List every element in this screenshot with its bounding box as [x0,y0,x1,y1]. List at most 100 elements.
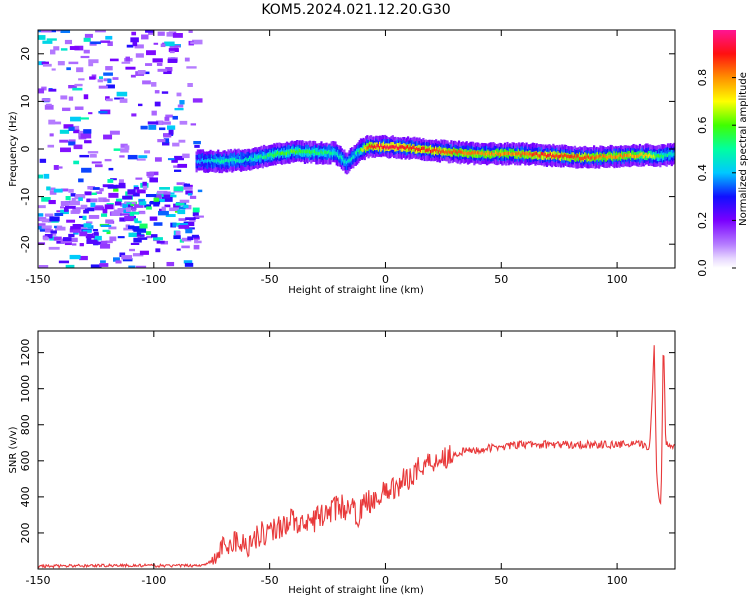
spectrogram-cell [493,153,496,157]
spectrogram-cell [399,145,402,149]
spectrogram-cell [638,153,642,157]
spectrogram-cell [187,83,193,87]
spectrogram-cell [353,155,356,159]
spectrogram-cell [197,189,203,193]
spectrogram-cell [508,151,512,155]
spectrogram-cell [70,193,76,197]
spectrogram-cell [38,265,49,268]
spectrogram-cell [53,188,63,193]
spectrogram-cell [359,147,363,152]
spectrogram-cell [58,260,70,264]
spectrogram-cell [110,178,117,181]
spectrogram-cell [517,151,521,155]
spectrogram-cell [172,115,178,120]
spectrogram-cell [174,107,184,111]
spectrogram-cell [119,217,126,222]
spectrogram-cell [83,49,90,54]
spectrogram-cell [142,181,147,187]
spectrogram-cell [88,59,99,64]
spectrogram-cell [196,160,199,164]
y-tick-label: 1000 [19,375,32,403]
spectrogram-cell [386,145,389,149]
spectrogram-cell [130,37,139,43]
x-tick-label: -50 [261,273,279,286]
spectrogram-cell [187,193,193,196]
spectrogram-cell [136,189,146,194]
spectrogram-cell [549,152,552,156]
spectrogram-cell [95,191,103,195]
spectrogram-cell [609,154,612,158]
spectrogram-cell [254,155,257,159]
spectrogram-cell [629,152,633,157]
spectrogram-cell [83,129,92,134]
snr-series-line [38,345,675,569]
chart-title: KOM5.2024.021.12.20.G30 [261,2,450,18]
colorbar: 0.0 0.2 0.4 0.6 0.8 Normalized spectral ampl… [696,30,749,277]
spectrogram-cell [79,117,89,120]
spectrogram-cell [590,156,593,160]
spectrogram-cell [149,216,158,221]
spectrogram-cell [44,104,54,110]
spectrogram-cell [540,151,543,156]
spectrogram-cell [586,154,589,158]
spectrogram-cell [357,148,360,153]
spectrogram-cell [257,155,261,159]
spectrogram-cell [53,236,62,241]
spectrogram-cell [530,153,533,157]
spectrogram-cell [154,157,162,162]
spectrogram-cell [515,151,518,156]
spectrogram-cell [194,239,199,244]
spectrogram-cell [172,142,180,147]
spectrogram-cell [413,145,416,149]
spectrogram-cell [663,154,666,158]
spectrogram-cell [176,182,185,185]
spectrogram-cell [238,155,242,164]
spectrogram-cell [538,154,541,158]
spectrogram-cell [116,91,128,97]
spectrogram-cell [519,152,522,156]
spectrogram-cell [193,216,200,219]
spectrogram-cell [310,150,313,155]
spectrogram-cell [243,158,247,162]
spectrogram-cell [277,150,280,155]
spectrogram-cell [190,123,197,126]
spectrogram-cell [482,151,485,155]
spectrogram-cell [566,154,569,159]
spectrogram-cell [271,153,275,157]
spectrogram-cell [109,130,120,135]
spectrogram-cell [601,153,605,158]
spectrogram-cell [79,154,90,158]
spectrogram-cell [139,223,148,229]
spectrogram-cell [67,237,78,243]
spectrogram-cell [612,155,615,160]
spectrogram-cell [209,160,212,164]
spectrogram-cell [615,151,619,160]
spectrogram-cell [46,186,51,191]
spectrogram-cell [350,157,354,161]
spectrogram-cell [39,158,47,163]
spectrogram-cell [223,159,226,163]
spectrogram-cell [201,158,205,162]
spectrogram-cell [73,160,80,165]
spectrogram-cell [108,192,119,198]
spectrogram-cell [178,218,187,221]
spectrogram-cell [113,257,120,262]
spectrogram-cell [279,151,282,156]
spectrogram-cell [105,66,113,71]
spectrogram-cell [466,151,470,156]
spectrogram-cell [381,145,384,150]
spectrogram-cell [99,263,109,267]
spectrogram-cell [261,151,264,160]
spectrogram-cell [259,154,262,163]
spectrogram-cell [48,88,57,92]
spectrogram-cell [553,150,556,159]
spectrogram-cell [191,234,199,238]
spectrogram-cell [670,152,673,156]
spectrogram-cell [192,212,199,217]
spectrogram-cell [283,147,286,156]
spectrogram-cell [668,152,671,160]
spectrogram-cell [105,35,113,40]
spectrogram-cell [39,218,48,221]
spectrogram-cell [60,95,68,100]
spectrogram-cell [474,150,477,158]
